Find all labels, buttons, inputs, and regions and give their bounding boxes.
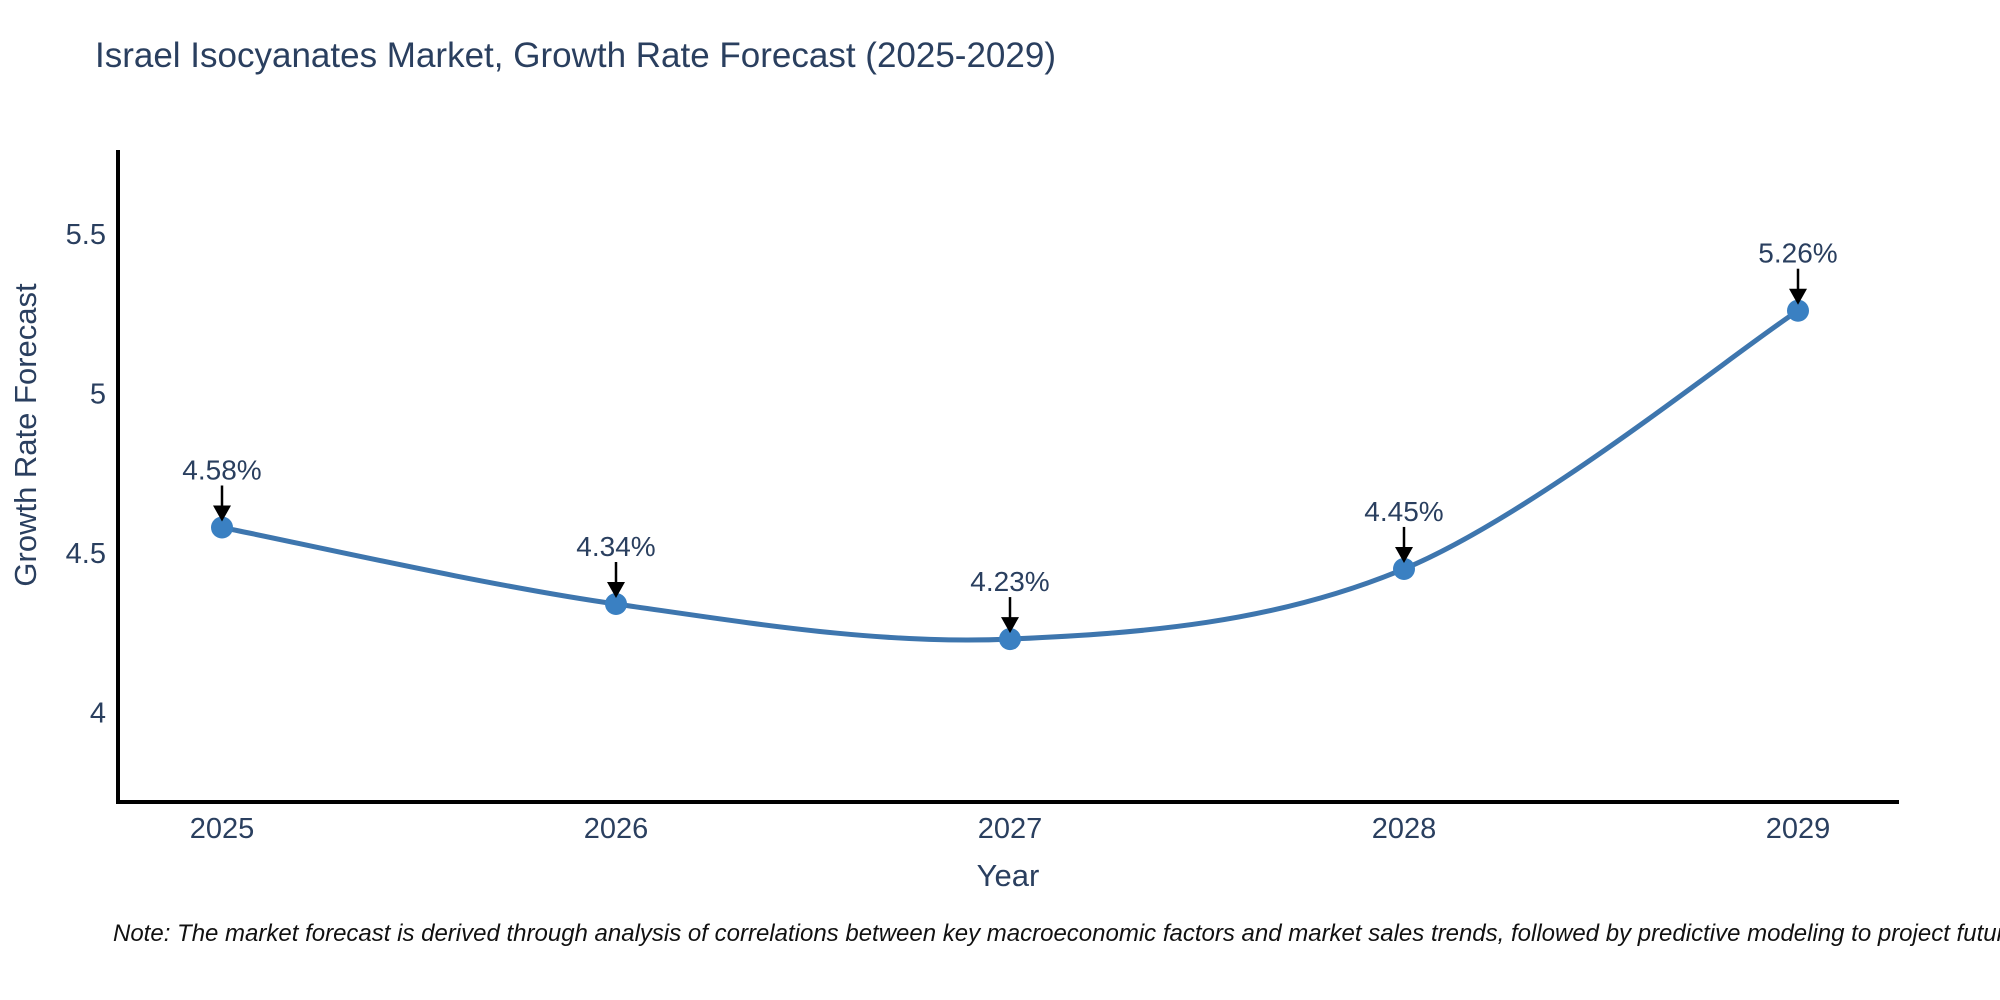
y-tick-label-4: 4 [90,697,106,729]
annotation-arrowhead-icon-2026 [607,582,625,599]
annotation-arrowhead-icon-2025 [213,505,231,522]
x-tick-label-2027: 2027 [978,813,1043,845]
annotation-arrowhead-icon-2028 [1395,546,1413,563]
x-tick-label-2025: 2025 [190,813,255,845]
x-tick-label-2029: 2029 [1766,813,1831,845]
data-point-2025[interactable] [211,516,233,539]
data-point-label-2029: 5.26% [1758,238,1837,269]
data-point-label-2026: 4.34% [576,531,655,562]
annotation-arrowhead-icon-2027 [1001,617,1019,634]
data-point-2027[interactable] [999,628,1021,651]
annotation-arrowhead-icon-2029 [1789,288,1807,305]
data-point-2026[interactable] [605,593,627,616]
data-point-label-2025: 4.58% [182,454,261,485]
data-point-label-2027: 4.23% [970,566,1049,597]
data-point-2028[interactable] [1393,557,1415,580]
data-point-2029[interactable] [1787,299,1809,322]
x-tick-label-2026: 2026 [584,813,649,845]
chart-title: Israel Isocyanates Market, Growth Rate F… [95,36,1056,75]
y-tick-label-5-5: 5.5 [66,219,106,251]
y-tick-label-4-5: 4.5 [66,538,106,570]
data-point-label-2028: 4.45% [1364,496,1443,527]
x-axis-title: Year [976,858,1040,893]
x-tick-label-2028: 2028 [1372,813,1437,845]
y-tick-label-5: 5 [90,379,106,411]
footnote: Note: The market forecast is derived thr… [113,920,2000,947]
